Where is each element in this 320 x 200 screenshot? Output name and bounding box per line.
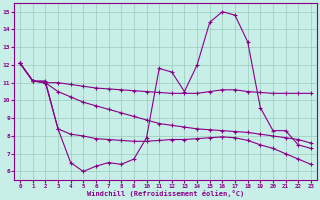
X-axis label: Windchill (Refroidissement éolien,°C): Windchill (Refroidissement éolien,°C) <box>87 190 244 197</box>
